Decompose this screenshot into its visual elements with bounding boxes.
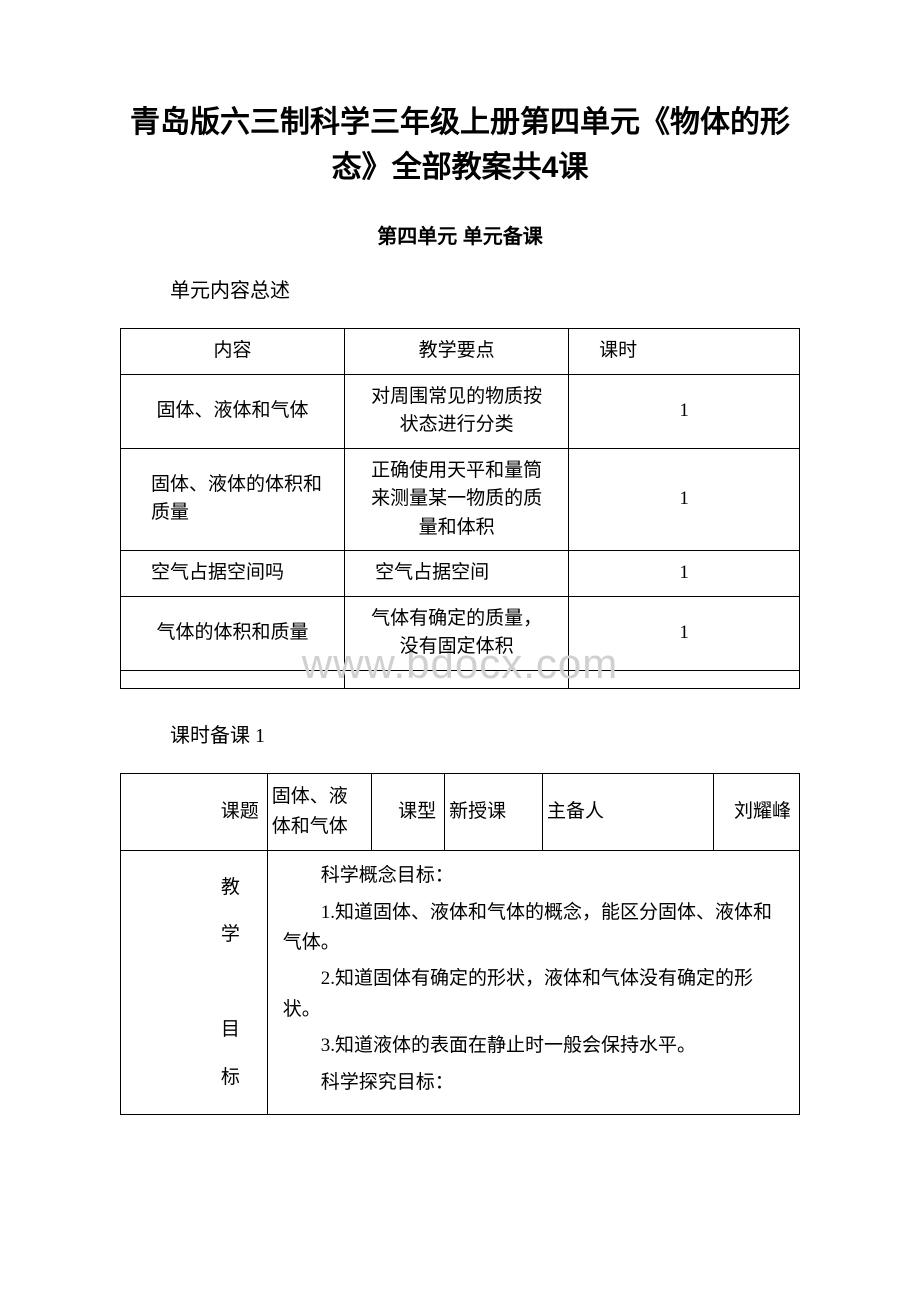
cell-content: 固体、液体的体积和质量 [121,448,345,551]
cell-content: 固体、液体和气体 [121,374,345,448]
lesson-label: 课时备课 1 [120,719,800,748]
label-topic: 课题 [121,773,268,851]
table-row: 空气占据空间吗 空气占据空间 1 [121,551,800,597]
table-header-row: 内容 教学要点 课时 [121,329,800,375]
sub-title: 第四单元 单元备课 [120,220,800,249]
value-type: 新授课 [445,773,543,851]
obj-char-1: 教 [221,877,240,898]
lesson-body-row: 教 学 目 标 科学概念目标： 1.知道固体、液体和气体的概念，能区分固体、液体… [121,851,800,1115]
header-content: 内容 [121,329,345,375]
lesson-plan-table: 课题 固体、液体和气体 课型 新授课 主备人 刘耀峰 教 学 目 标 科学概念目… [120,773,800,1116]
value-author: 刘耀峰 [714,773,800,851]
main-title: 青岛版六三制科学三年级上册第四单元《物体的形态》全部教案共4课 [120,100,800,190]
cell-points: 对周围常见的物质按状态进行分类 [345,374,569,448]
cell-hours: 1 [569,596,800,670]
table-row: 气体的体积和质量 气体有确定的质量，没有固定体积 1 [121,596,800,670]
lesson-header-row: 课题 固体、液体和气体 课型 新授课 主备人 刘耀峰 [121,773,800,851]
table-empty-row [121,670,800,688]
cell-points: 正确使用天平和量筒来测量某一物质的质量和体积 [345,448,569,551]
content-line: 科学概念目标： [283,861,784,891]
label-objectives: 教 学 目 标 [194,851,267,1115]
unit-summary-table: 内容 教学要点 课时 固体、液体和气体 对周围常见的物质按状态进行分类 1 固体… [120,328,800,689]
obj-char-2: 学 [221,924,240,945]
header-hours: 课时 [569,329,800,375]
table-row: 固体、液体的体积和质量 正确使用天平和量筒来测量某一物质的质量和体积 1 [121,448,800,551]
cell-hours: 1 [569,374,800,448]
label-author: 主备人 [543,773,714,851]
obj-char-3: 目 [221,1019,240,1040]
content-line: 科学探究目标： [283,1068,784,1098]
content-line: 3.知道液体的表面在静止时一般会保持水平。 [283,1031,784,1061]
cell-points: 空气占据空间 [345,551,569,597]
content-line: 1.知道固体、液体和气体的概念，能区分固体、液体和气体。 [283,898,784,959]
obj-char-4: 标 [221,1067,240,1088]
cell-content: 气体的体积和质量 [121,596,345,670]
cell-hours: 1 [569,448,800,551]
cell-points: 气体有确定的质量，没有固定体积 [345,596,569,670]
cell-hours: 1 [569,551,800,597]
content-line: 2.知道固体有确定的形状，液体和气体没有确定的形状。 [283,964,784,1025]
table-row: 固体、液体和气体 对周围常见的物质按状态进行分类 1 [121,374,800,448]
cell-content: 空气占据空间吗 [121,551,345,597]
section-label: 单元内容总述 [120,274,800,303]
value-topic: 固体、液体和气体 [267,773,371,851]
objectives-content: 科学概念目标： 1.知道固体、液体和气体的概念，能区分固体、液体和气体。 2.知… [267,851,799,1115]
header-points: 教学要点 [345,329,569,375]
label-type: 课型 [371,773,444,851]
